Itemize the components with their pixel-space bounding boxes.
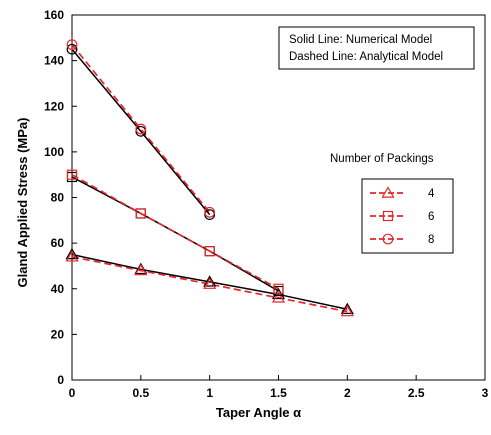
series-layer	[65, 39, 354, 317]
numerical-point	[203, 275, 217, 287]
analytical-point	[65, 250, 79, 262]
axes: 0 0.5 1 1.5 2 2.5 3 0 20 40 60 80 100 120 140 160 Taper …	[15, 8, 489, 420]
x-tick-label: 2.5	[408, 386, 425, 400]
x-tick-label: 1.5	[270, 386, 287, 400]
model-note-border	[278, 26, 475, 70]
numerical-line-6	[71, 176, 279, 292]
legend: Number of Packings 4 6 8	[330, 153, 454, 254]
analytical-point	[204, 246, 215, 257]
numerical-point	[340, 302, 354, 315]
legend-title: Number of Packings	[330, 153, 434, 165]
analytical-point	[271, 291, 286, 303]
analytical-point	[273, 283, 284, 294]
analytical-point	[66, 169, 78, 180]
analytical-point	[134, 263, 148, 276]
analytical-point	[203, 277, 217, 289]
analytical-point	[135, 123, 147, 135]
analytical-point	[340, 304, 354, 317]
y-tick-label: 140	[44, 54, 64, 68]
y-axis-title: Gland Applied Stress (MPa)	[15, 118, 30, 288]
legend-label: 4	[428, 188, 435, 200]
numerical-point	[65, 247, 79, 260]
model-note-box: Solid Line: Numerical Model Dashed Line:…	[278, 26, 475, 70]
legend-item-6: 6	[370, 210, 434, 223]
legend-item-4: 4	[370, 186, 435, 200]
analytical-line-8	[71, 44, 211, 213]
series-8-packings	[66, 39, 216, 221]
series-6-packings	[66, 169, 284, 297]
legend-swatch-marker	[382, 233, 394, 245]
y-tick-label: 40	[51, 282, 65, 296]
analytical-line-6	[71, 173, 279, 290]
y-tick-label: 60	[51, 236, 65, 250]
model-note-line-1: Solid Line: Numerical Model	[289, 34, 432, 46]
numerical-line-8	[71, 48, 211, 216]
legend-label: 6	[428, 211, 434, 223]
x-tick-label: 3	[482, 386, 489, 400]
analytical-line-4	[71, 255, 348, 313]
x-tick-label: 0.5	[132, 386, 149, 400]
y-tick-label: 160	[44, 8, 64, 22]
analytical-point	[135, 208, 146, 219]
numerical-point	[66, 43, 78, 55]
legend-box	[361, 178, 454, 254]
y-tick-label: 120	[44, 99, 64, 113]
y-tick-label: 0	[57, 373, 64, 387]
analytical-point	[204, 206, 216, 218]
x-axis-title: Taper Angle α	[216, 405, 301, 420]
x-tick-label: 0	[69, 386, 76, 400]
legend-swatch-marker	[381, 186, 395, 198]
legend-item-8: 8	[370, 233, 434, 246]
y-tick-label: 100	[44, 145, 64, 159]
legend-label: 8	[428, 234, 434, 246]
analytical-point	[66, 39, 78, 51]
model-note-line-2: Dashed Line: Analytical Model	[289, 51, 443, 63]
legend-swatch-marker	[382, 210, 394, 222]
numerical-line-4	[71, 253, 348, 311]
x-tick-label: 1	[206, 386, 213, 400]
y-tick-label: 80	[51, 191, 65, 205]
y-tick-label: 20	[51, 327, 65, 341]
series-4-packings	[65, 247, 354, 317]
legend-items: 4 6 8	[370, 186, 435, 246]
x-tick-label: 2	[344, 386, 351, 400]
